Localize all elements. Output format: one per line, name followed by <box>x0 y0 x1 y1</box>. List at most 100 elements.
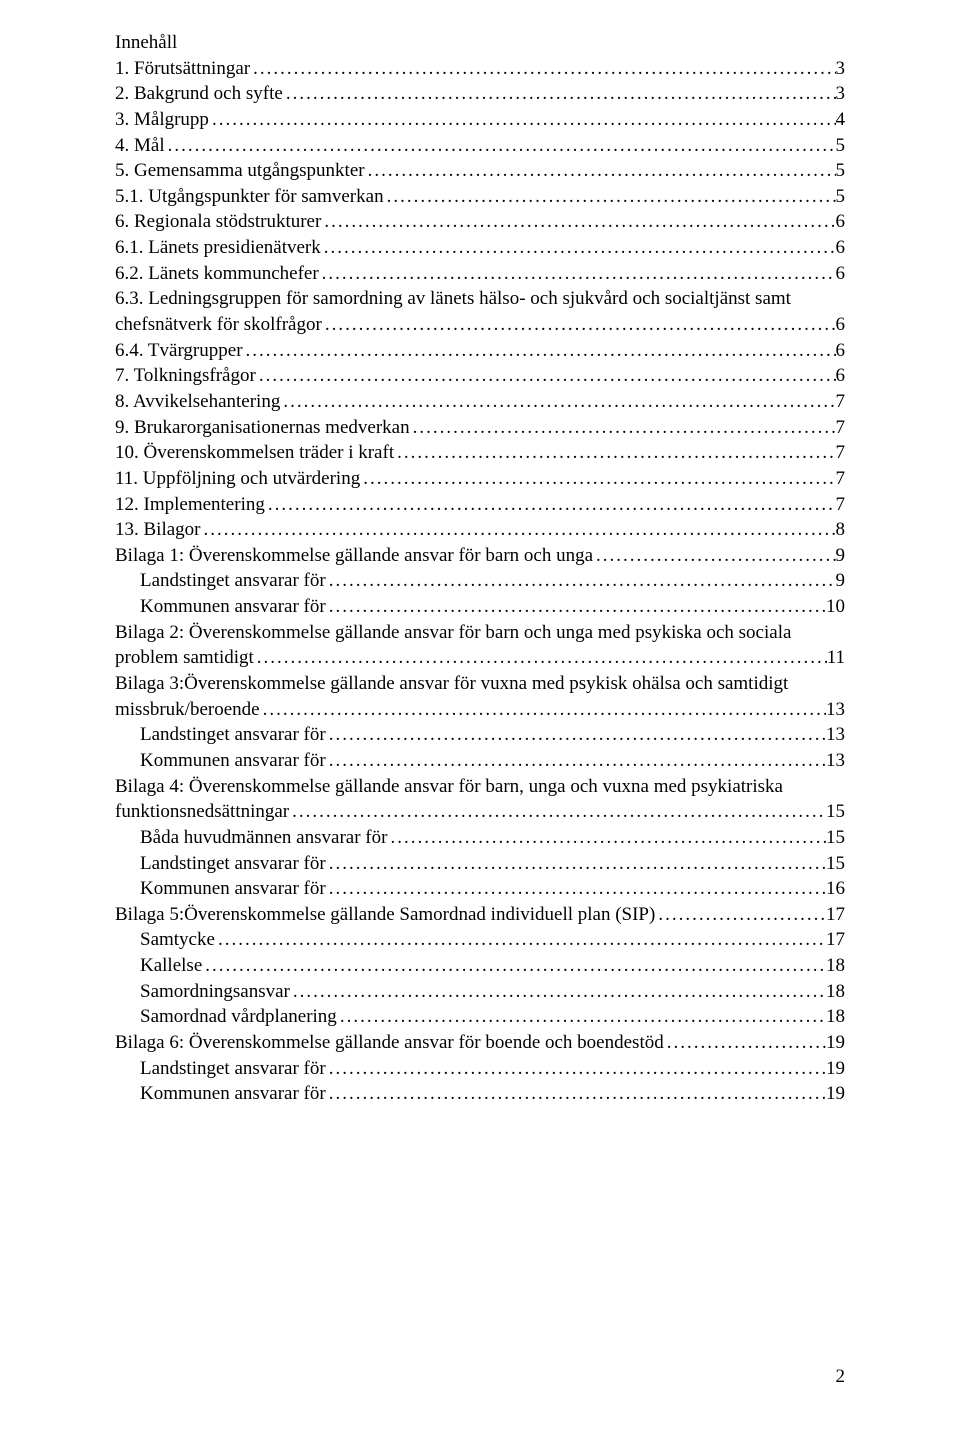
toc-entry: 7. Tolkningsfrågor 6 <box>115 363 845 389</box>
toc-entry: 13. Bilagor 8 <box>115 517 845 543</box>
toc-entry: Landstinget ansvarar för 15 <box>115 851 845 877</box>
toc-page-number: 13 <box>826 722 845 748</box>
toc-leader-dots <box>254 645 827 671</box>
toc-entry: 9. Brukarorganisationernas medverkan 7 <box>115 415 845 441</box>
toc-entry: Landstinget ansvarar för 13 <box>115 722 845 748</box>
toc-page-number: 19 <box>826 1081 845 1107</box>
toc-page-number: 17 <box>826 927 845 953</box>
toc-page-number: 7 <box>836 440 846 466</box>
toc-label: Båda huvudmännen ansvarar för <box>140 825 387 851</box>
toc-container: 1. Förutsättningar 32. Bakgrund och syft… <box>115 56 845 1107</box>
toc-entry-continuation: problem samtidigt 11 <box>115 645 845 671</box>
toc-leader-dots <box>289 799 826 825</box>
toc-entry: Samordningsansvar 18 <box>115 979 845 1005</box>
toc-page-number: 10 <box>826 594 845 620</box>
toc-label: 6.1. Länets presidienätverk <box>115 235 321 261</box>
toc-page-number: 9 <box>836 543 846 569</box>
toc-label: 8. Avvikelsehantering <box>115 389 280 415</box>
toc-entry: 1. Förutsättningar 3 <box>115 56 845 82</box>
toc-label: chefsnätverk för skolfrågor <box>115 312 322 338</box>
toc-label: missbruk/beroende <box>115 697 260 723</box>
toc-page-number: 5 <box>836 158 846 184</box>
toc-entry: 5.1. Utgångspunkter för samverkan 5 <box>115 184 845 210</box>
toc-label: 9. Brukarorganisationernas medverkan <box>115 415 410 441</box>
toc-entry: Bilaga 1: Överenskommelse gällande ansva… <box>115 543 845 569</box>
toc-entry: Bilaga 4: Överenskommelse gällande ansva… <box>115 774 845 800</box>
toc-page-number: 16 <box>826 876 845 902</box>
toc-leader-dots <box>321 209 835 235</box>
toc-page-number: 7 <box>836 492 846 518</box>
toc-entry: Bilaga 6: Överenskommelse gällande ansva… <box>115 1030 845 1056</box>
toc-label: Landstinget ansvarar för <box>140 851 326 877</box>
toc-entry: 6.1. Länets presidienätverk 6 <box>115 235 845 261</box>
toc-page-number: 6 <box>836 209 846 235</box>
toc-leader-dots <box>250 56 835 82</box>
toc-page-number: 18 <box>826 979 845 1005</box>
toc-label: 2. Bakgrund och syfte <box>115 81 283 107</box>
page-number: 2 <box>836 1364 846 1390</box>
toc-page-number: 13 <box>826 697 845 723</box>
toc-leader-dots <box>322 312 836 338</box>
toc-page-number: 18 <box>826 1004 845 1030</box>
toc-leader-dots <box>326 594 826 620</box>
toc-leader-dots <box>319 261 836 287</box>
toc-entry: 6.3. Ledningsgruppen för samordning av l… <box>115 286 845 312</box>
toc-label: 6. Regionala stödstrukturer <box>115 209 321 235</box>
toc-page-number: 19 <box>826 1030 845 1056</box>
toc-entry: Landstinget ansvarar för 19 <box>115 1056 845 1082</box>
toc-leader-dots <box>360 466 835 492</box>
toc-label: Bilaga 3:Överenskommelse gällande ansvar… <box>115 673 788 694</box>
toc-page-number: 19 <box>826 1056 845 1082</box>
toc-leader-dots <box>265 492 836 518</box>
toc-leader-dots <box>326 748 826 774</box>
toc-page-number: 8 <box>836 517 846 543</box>
toc-label: Landstinget ansvarar för <box>140 722 326 748</box>
toc-leader-dots <box>326 876 826 902</box>
toc-entry: Bilaga 2: Överenskommelse gällande ansva… <box>115 620 845 646</box>
toc-leader-dots <box>326 722 826 748</box>
document-page: Innehåll 1. Förutsättningar 32. Bakgrund… <box>0 0 960 1430</box>
toc-entry: Kallelse 18 <box>115 953 845 979</box>
toc-page-number: 3 <box>836 56 846 82</box>
toc-leader-dots <box>337 1004 826 1030</box>
toc-entry: Kommunen ansvarar för 16 <box>115 876 845 902</box>
toc-entry-continuation: chefsnätverk för skolfrågor 6 <box>115 312 845 338</box>
toc-page-number: 13 <box>826 748 845 774</box>
toc-leader-dots <box>260 697 826 723</box>
toc-page-number: 15 <box>826 799 845 825</box>
toc-entry: 8. Avvikelsehantering 7 <box>115 389 845 415</box>
toc-label: 12. Implementering <box>115 492 265 518</box>
toc-leader-dots <box>256 363 836 389</box>
toc-label: Landstinget ansvarar för <box>140 1056 326 1082</box>
toc-label: 13. Bilagor <box>115 517 201 543</box>
toc-label: Bilaga 1: Överenskommelse gällande ansva… <box>115 543 593 569</box>
toc-leader-dots <box>321 235 836 261</box>
toc-entry: Landstinget ansvarar för 9 <box>115 568 845 594</box>
toc-page-number: 6 <box>836 261 846 287</box>
toc-label: 11. Uppföljning och utvärdering <box>115 466 360 492</box>
toc-label: Landstinget ansvarar för <box>140 568 326 594</box>
toc-entry: Båda huvudmännen ansvarar för 15 <box>115 825 845 851</box>
toc-label: 6.2. Länets kommunchefer <box>115 261 319 287</box>
toc-label: Bilaga 2: Överenskommelse gällande ansva… <box>115 622 791 643</box>
toc-entry: Bilaga 5:Överenskommelse gällande Samord… <box>115 902 845 928</box>
toc-leader-dots <box>326 1056 826 1082</box>
toc-leader-dots <box>655 902 826 928</box>
toc-page-number: 5 <box>836 184 846 210</box>
toc-entry: Kommunen ansvarar för 19 <box>115 1081 845 1107</box>
toc-label: 5.1. Utgångspunkter för samverkan <box>115 184 384 210</box>
toc-entry-continuation: missbruk/beroende 13 <box>115 697 845 723</box>
toc-leader-dots <box>365 158 836 184</box>
toc-label: funktionsnedsättningar <box>115 799 289 825</box>
toc-entry: 3. Målgrupp 4 <box>115 107 845 133</box>
toc-page-number: 9 <box>836 568 846 594</box>
toc-leader-dots <box>280 389 835 415</box>
toc-entry: Kommunen ansvarar för 13 <box>115 748 845 774</box>
toc-label: Kommunen ansvarar för <box>140 876 326 902</box>
toc-label: Kallelse <box>140 953 202 979</box>
toc-page-number: 6 <box>836 312 846 338</box>
toc-label: Samordnad vårdplanering <box>140 1004 337 1030</box>
toc-leader-dots <box>326 1081 826 1107</box>
toc-entry: Kommunen ansvarar för 10 <box>115 594 845 620</box>
toc-leader-dots <box>326 851 826 877</box>
